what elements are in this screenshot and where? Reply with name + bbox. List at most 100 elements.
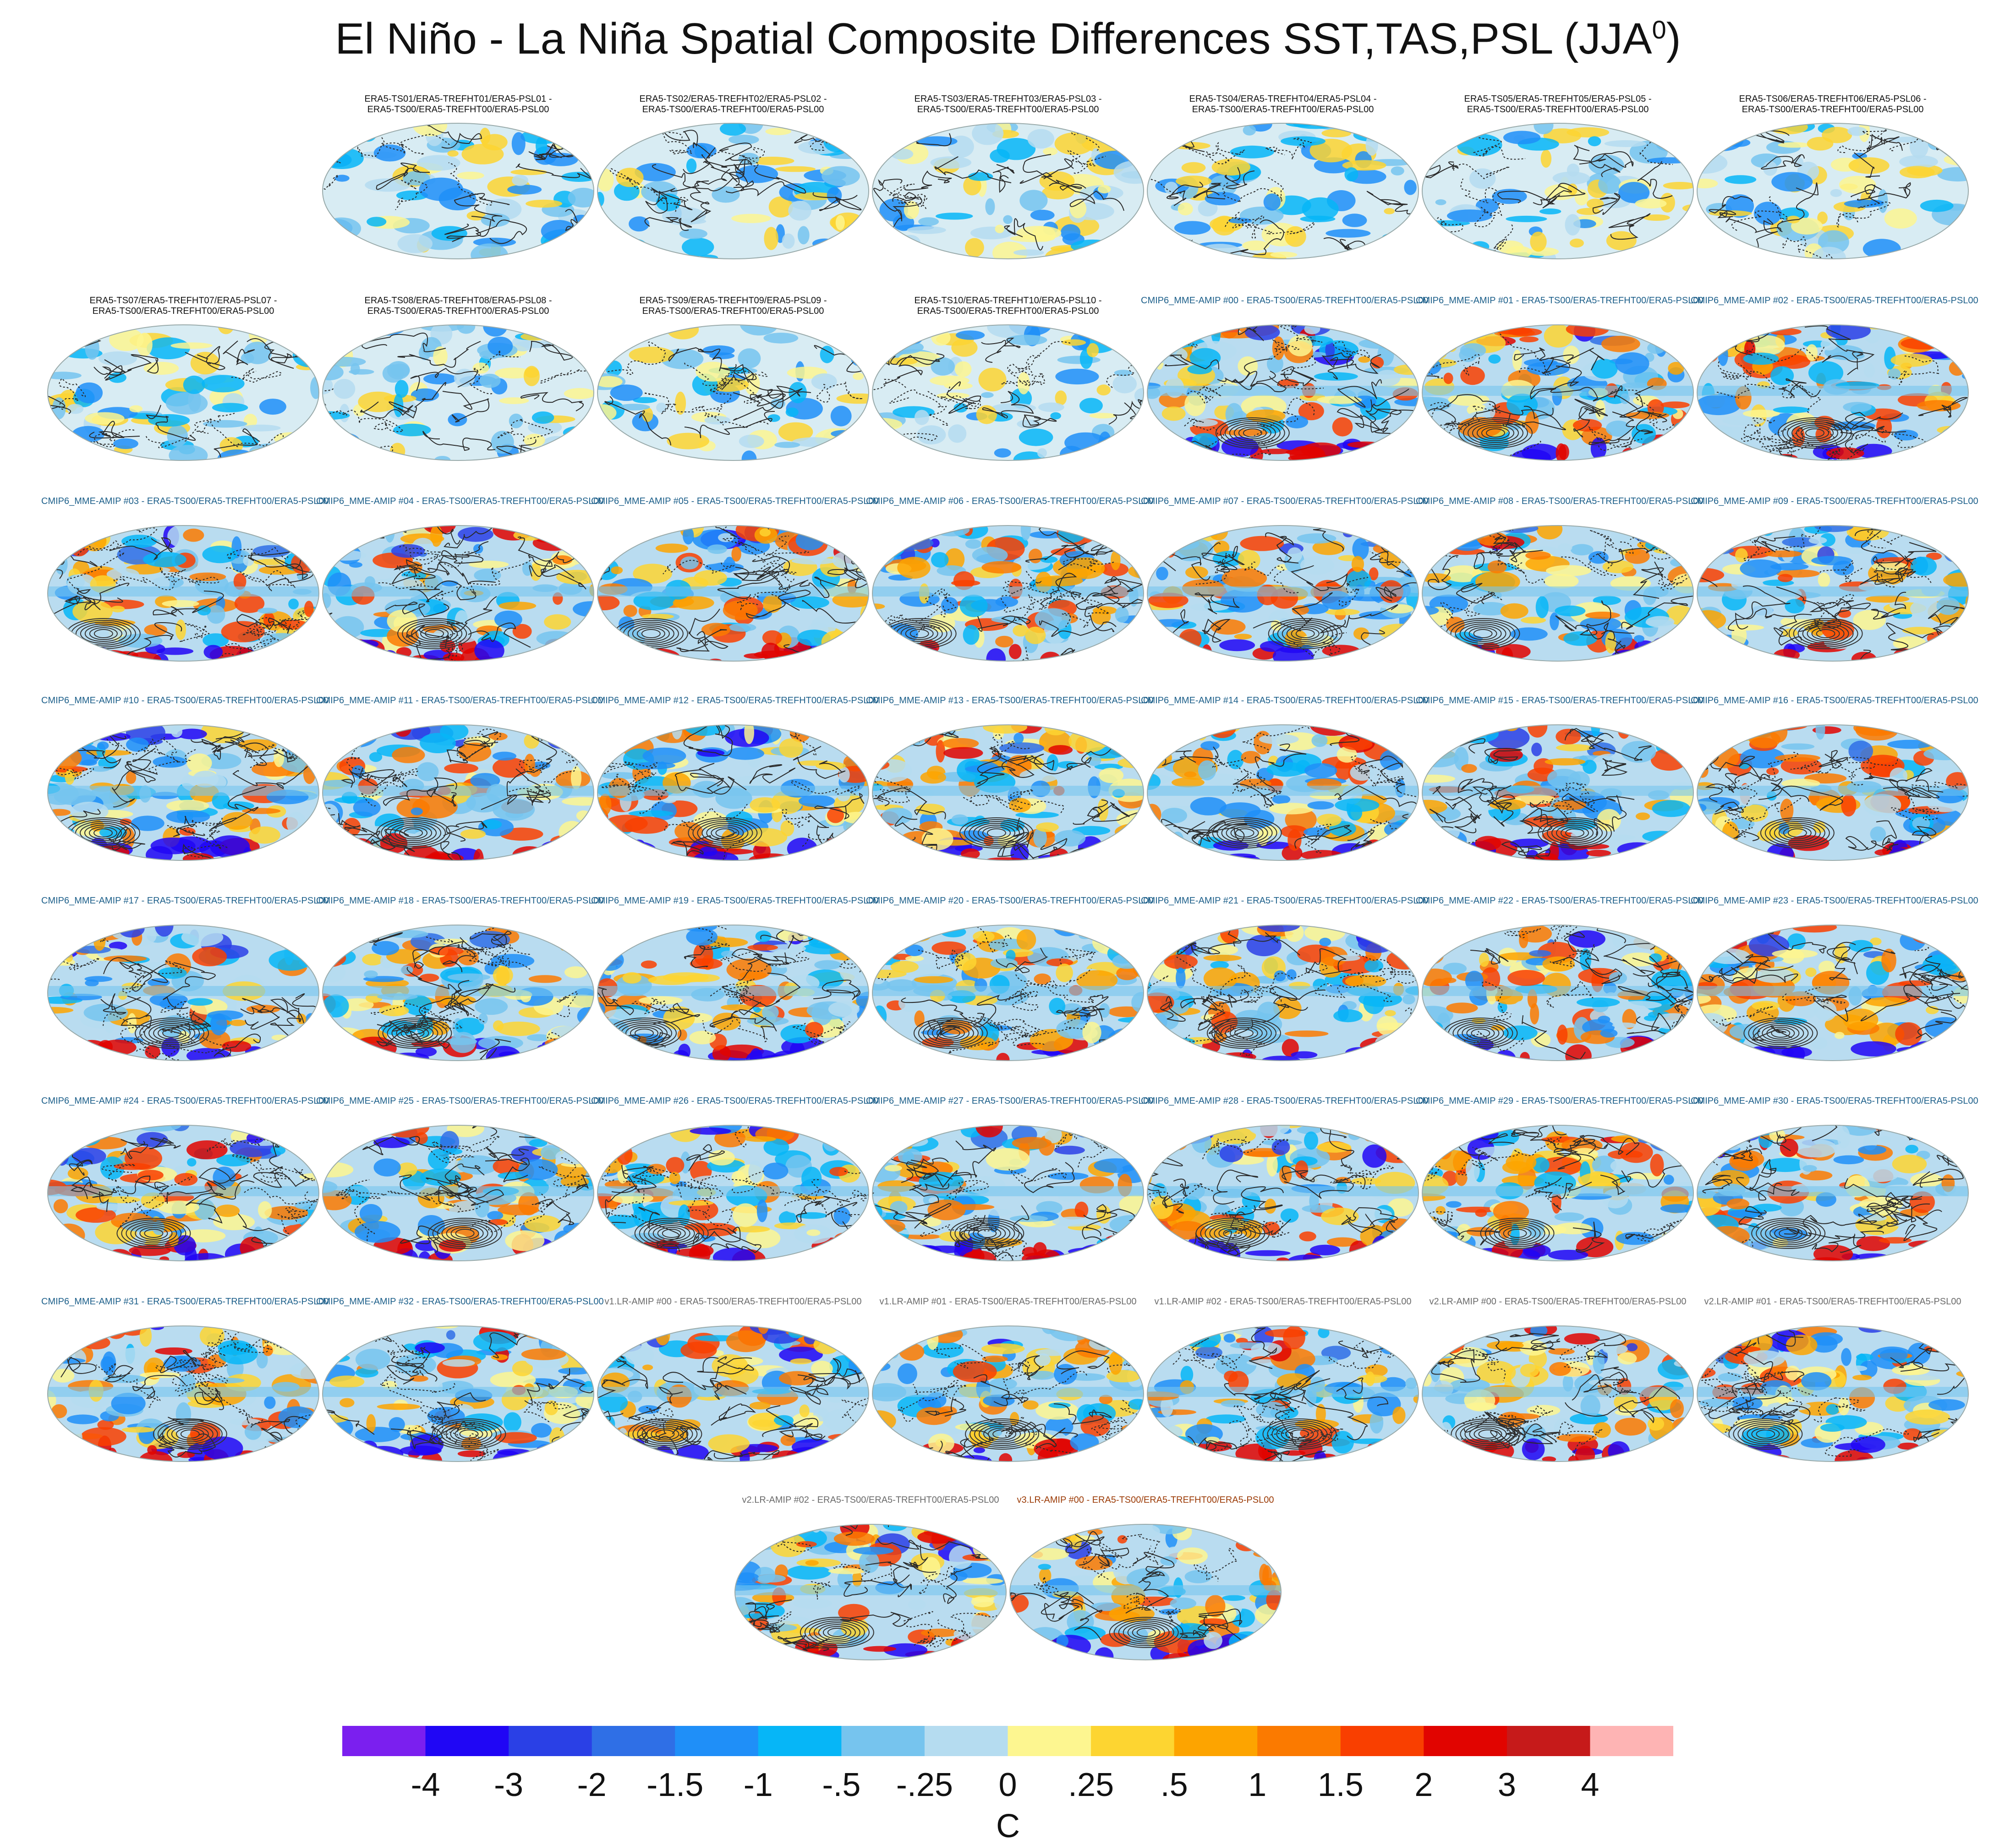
colorbar <box>342 1726 1673 1756</box>
colorbar-swatch <box>1341 1726 1424 1756</box>
panel-title: ERA5-TS08/ERA5-TREFHT08/ERA5-PSL08 -ERA5… <box>316 296 600 317</box>
robinson-map <box>1695 525 1970 662</box>
map-panel: CMIP6_MME-AMIP #10 - ERA5-TS00/ERA5-TREF… <box>46 695 321 897</box>
robinson-map <box>1145 525 1420 662</box>
colorbar-swatch <box>675 1726 758 1756</box>
panel-title: CMIP6_MME-AMIP #18 - ERA5-TS00/ERA5-TREF… <box>316 896 600 906</box>
robinson-map <box>596 525 871 662</box>
colorbar-swatch <box>1424 1726 1507 1756</box>
panel-title-line: CMIP6_MME-AMIP #15 - ERA5-TS00/ERA5-TREF… <box>1416 695 1700 706</box>
panel-title-line: CMIP6_MME-AMIP #24 - ERA5-TS00/ERA5-TREF… <box>41 1096 325 1106</box>
panel-title: v1.LR-AMIP #02 - ERA5-TS00/ERA5-TREFHT00… <box>1141 1297 1425 1307</box>
panel-title: CMIP6_MME-AMIP #24 - ERA5-TS00/ERA5-TREF… <box>41 1096 325 1106</box>
colorbar-swatch <box>1174 1726 1258 1756</box>
robinson-map <box>1008 1523 1283 1661</box>
robinson-map <box>46 525 321 662</box>
colorbar-swatch <box>1091 1726 1174 1756</box>
panel-title: v3.LR-AMIP #00 - ERA5-TS00/ERA5-TREFHT00… <box>1003 1495 1287 1506</box>
panel-title-line: v2.LR-AMIP #02 - ERA5-TS00/ERA5-TREFHT00… <box>729 1495 1013 1506</box>
panel-title-line: CMIP6_MME-AMIP #26 - ERA5-TS00/ERA5-TREF… <box>591 1096 875 1106</box>
panel-title: ERA5-TS04/ERA5-TREFHT04/ERA5-PSL04 -ERA5… <box>1141 94 1425 115</box>
panel-title: CMIP6_MME-AMIP #02 - ERA5-TS00/ERA5-TREF… <box>1691 296 1975 306</box>
panel-title-line: CMIP6_MME-AMIP #23 - ERA5-TS00/ERA5-TREF… <box>1691 896 1975 906</box>
colorbar-tick-label: -1.5 <box>646 1766 703 1804</box>
colorbar-tick-label: -.25 <box>896 1766 953 1804</box>
panel-title: v1.LR-AMIP #01 - ERA5-TS00/ERA5-TREFHT00… <box>866 1297 1150 1307</box>
map-panel: v2.LR-AMIP #00 - ERA5-TS00/ERA5-TREFHT00… <box>1420 1297 1695 1498</box>
colorbar-tick-label: .5 <box>1161 1766 1188 1804</box>
colorbar-tick-label: .25 <box>1068 1766 1114 1804</box>
panel-title-line: ERA5-TS00/ERA5-TREFHT00/ERA5-PSL00 <box>1691 104 1975 115</box>
colorbar-tick-label: -2 <box>577 1766 607 1804</box>
panel-title: CMIP6_MME-AMIP #32 - ERA5-TS00/ERA5-TREF… <box>316 1297 600 1307</box>
robinson-map <box>1145 122 1420 260</box>
panel-title: CMIP6_MME-AMIP #13 - ERA5-TS00/ERA5-TREF… <box>866 695 1150 706</box>
robinson-map <box>1420 122 1695 260</box>
panel-title-line: CMIP6_MME-AMIP #19 - ERA5-TS00/ERA5-TREF… <box>591 896 875 906</box>
panel-title-line: CMIP6_MME-AMIP #07 - ERA5-TS00/ERA5-TREF… <box>1141 496 1425 507</box>
panel-title: ERA5-TS09/ERA5-TREFHT09/ERA5-PSL09 -ERA5… <box>591 296 875 317</box>
map-panel: CMIP6_MME-AMIP #23 - ERA5-TS00/ERA5-TREF… <box>1695 896 1970 1097</box>
panel-title-line: v1.LR-AMIP #02 - ERA5-TS00/ERA5-TREFHT00… <box>1141 1297 1425 1307</box>
map-panel: CMIP6_MME-AMIP #20 - ERA5-TS00/ERA5-TREF… <box>871 896 1145 1097</box>
panel-title: ERA5-TS06/ERA5-TREFHT06/ERA5-PSL06 -ERA5… <box>1691 94 1975 115</box>
panel-title-line: ERA5-TS09/ERA5-TREFHT09/ERA5-PSL09 - <box>591 296 875 306</box>
map-panel: ERA5-TS02/ERA5-TREFHT02/ERA5-PSL02 -ERA5… <box>596 94 871 296</box>
panel-title-line: v2.LR-AMIP #01 - ERA5-TS00/ERA5-TREFHT00… <box>1691 1297 1975 1307</box>
robinson-map <box>1420 924 1695 1062</box>
panel-title-line: ERA5-TS08/ERA5-TREFHT08/ERA5-PSL08 - <box>316 296 600 306</box>
robinson-map <box>46 1325 321 1462</box>
colorbar-swatch <box>342 1726 426 1756</box>
map-panel: CMIP6_MME-AMIP #25 - ERA5-TS00/ERA5-TREF… <box>321 1096 596 1298</box>
map-panel: v2.LR-AMIP #02 - ERA5-TS00/ERA5-TREFHT00… <box>733 1495 1008 1697</box>
panel-title: ERA5-TS03/ERA5-TREFHT03/ERA5-PSL03 -ERA5… <box>866 94 1150 115</box>
panel-title: v2.LR-AMIP #02 - ERA5-TS00/ERA5-TREFHT00… <box>729 1495 1013 1506</box>
robinson-map <box>871 724 1145 861</box>
panel-title: CMIP6_MME-AMIP #12 - ERA5-TS00/ERA5-TREF… <box>591 695 875 706</box>
map-panel: CMIP6_MME-AMIP #27 - ERA5-TS00/ERA5-TREF… <box>871 1096 1145 1298</box>
panel-title: ERA5-TS10/ERA5-TREFHT10/ERA5-PSL10 -ERA5… <box>866 296 1150 317</box>
panel-title-line: CMIP6_MME-AMIP #20 - ERA5-TS00/ERA5-TREF… <box>866 896 1150 906</box>
colorbar-tick-label: 1 <box>1248 1766 1266 1804</box>
panel-title: CMIP6_MME-AMIP #16 - ERA5-TS00/ERA5-TREF… <box>1691 695 1975 706</box>
panel-title-line: CMIP6_MME-AMIP #04 - ERA5-TS00/ERA5-TREF… <box>316 496 600 507</box>
colorbar-tick-label: 3 <box>1498 1766 1516 1804</box>
panel-title-line: v1.LR-AMIP #01 - ERA5-TS00/ERA5-TREFHT00… <box>866 1297 1150 1307</box>
robinson-map <box>1695 324 1970 461</box>
map-panel: CMIP6_MME-AMIP #09 - ERA5-TS00/ERA5-TREF… <box>1695 496 1970 698</box>
robinson-map <box>321 1325 596 1462</box>
robinson-map <box>321 724 596 861</box>
map-panel: ERA5-TS06/ERA5-TREFHT06/ERA5-PSL06 -ERA5… <box>1695 94 1970 296</box>
map-panel: CMIP6_MME-AMIP #22 - ERA5-TS00/ERA5-TREF… <box>1420 896 1695 1097</box>
colorbar-swatch <box>841 1726 925 1756</box>
map-panel: CMIP6_MME-AMIP #26 - ERA5-TS00/ERA5-TREF… <box>596 1096 871 1298</box>
panel-title-line: CMIP6_MME-AMIP #25 - ERA5-TS00/ERA5-TREF… <box>316 1096 600 1106</box>
panel-title-line: CMIP6_MME-AMIP #29 - ERA5-TS00/ERA5-TREF… <box>1416 1096 1700 1106</box>
panel-title-line: CMIP6_MME-AMIP #16 - ERA5-TS00/ERA5-TREF… <box>1691 695 1975 706</box>
map-panel: ERA5-TS09/ERA5-TREFHT09/ERA5-PSL09 -ERA5… <box>596 296 871 497</box>
panel-title-line: ERA5-TS03/ERA5-TREFHT03/ERA5-PSL03 - <box>866 94 1150 104</box>
robinson-map <box>46 724 321 861</box>
map-panel: CMIP6_MME-AMIP #07 - ERA5-TS00/ERA5-TREF… <box>1145 496 1420 698</box>
map-panel: ERA5-TS10/ERA5-TREFHT10/ERA5-PSL10 -ERA5… <box>871 296 1145 497</box>
panel-title-line: CMIP6_MME-AMIP #18 - ERA5-TS00/ERA5-TREF… <box>316 896 600 906</box>
robinson-map <box>871 924 1145 1062</box>
panel-title: CMIP6_MME-AMIP #14 - ERA5-TS00/ERA5-TREF… <box>1141 695 1425 706</box>
robinson-map <box>1145 724 1420 861</box>
panel-title: CMIP6_MME-AMIP #23 - ERA5-TS00/ERA5-TREF… <box>1691 896 1975 906</box>
map-panel: CMIP6_MME-AMIP #18 - ERA5-TS00/ERA5-TREF… <box>321 896 596 1097</box>
robinson-map <box>596 122 871 260</box>
robinson-map <box>871 525 1145 662</box>
panel-title-line: v3.LR-AMIP #00 - ERA5-TS00/ERA5-TREFHT00… <box>1003 1495 1287 1506</box>
panel-title-line: CMIP6_MME-AMIP #10 - ERA5-TS00/ERA5-TREF… <box>41 695 325 706</box>
map-panel: v2.LR-AMIP #01 - ERA5-TS00/ERA5-TREFHT00… <box>1695 1297 1970 1498</box>
panel-title-line: ERA5-TS02/ERA5-TREFHT02/ERA5-PSL02 - <box>591 94 875 104</box>
map-panel: v1.LR-AMIP #00 - ERA5-TS00/ERA5-TREFHT00… <box>596 1297 871 1498</box>
robinson-map <box>321 525 596 662</box>
robinson-map <box>1695 924 1970 1062</box>
panel-title-line: CMIP6_MME-AMIP #21 - ERA5-TS00/ERA5-TREF… <box>1141 896 1425 906</box>
colorbar-swatch <box>925 1726 1008 1756</box>
map-panel: CMIP6_MME-AMIP #21 - ERA5-TS00/ERA5-TREF… <box>1145 896 1420 1097</box>
panel-title-line: v2.LR-AMIP #00 - ERA5-TS00/ERA5-TREFHT00… <box>1416 1297 1700 1307</box>
panel-title-line: CMIP6_MME-AMIP #12 - ERA5-TS00/ERA5-TREF… <box>591 695 875 706</box>
